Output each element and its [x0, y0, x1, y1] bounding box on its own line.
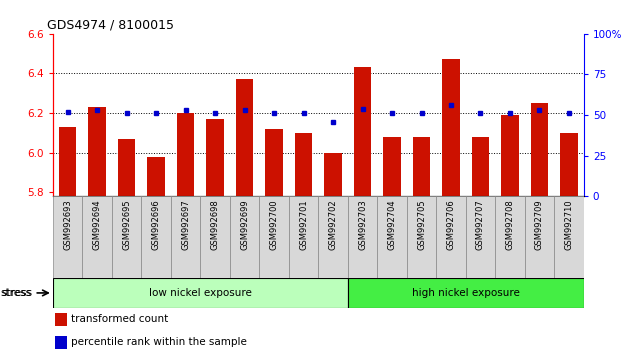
Bar — [348, 278, 584, 308]
Bar — [58, 127, 76, 196]
Text: GSM992706: GSM992706 — [446, 199, 455, 250]
Text: GSM992707: GSM992707 — [476, 199, 485, 250]
Bar — [530, 103, 548, 196]
Text: GSM992696: GSM992696 — [152, 199, 160, 250]
Bar — [525, 196, 555, 278]
Bar — [560, 133, 578, 196]
Bar — [319, 196, 348, 278]
Text: GSM992698: GSM992698 — [211, 199, 219, 250]
Text: GSM992700: GSM992700 — [270, 199, 278, 250]
Bar — [348, 196, 378, 278]
Bar — [295, 133, 312, 196]
Bar — [407, 196, 437, 278]
Text: GSM992694: GSM992694 — [93, 199, 101, 250]
Text: low nickel exposure: low nickel exposure — [149, 288, 252, 298]
Bar — [200, 196, 230, 278]
Bar — [117, 139, 135, 196]
Text: percentile rank within the sample: percentile rank within the sample — [71, 337, 247, 348]
Bar — [378, 196, 407, 278]
Bar — [260, 196, 289, 278]
Bar — [171, 196, 200, 278]
Bar — [472, 137, 489, 196]
Bar — [501, 115, 519, 196]
Bar — [142, 196, 171, 278]
Bar — [324, 153, 342, 196]
Text: GSM992699: GSM992699 — [240, 199, 249, 250]
Bar — [555, 196, 584, 278]
Bar — [147, 157, 165, 196]
Text: GSM992697: GSM992697 — [181, 199, 190, 250]
Text: GSM992702: GSM992702 — [329, 199, 337, 250]
Bar — [88, 107, 106, 196]
Bar — [82, 196, 112, 278]
Bar — [53, 196, 82, 278]
Text: GDS4974 / 8100015: GDS4974 / 8100015 — [47, 19, 174, 32]
Bar — [466, 196, 496, 278]
Text: transformed count: transformed count — [71, 314, 169, 325]
Bar — [112, 196, 142, 278]
Bar — [236, 79, 253, 196]
Text: high nickel exposure: high nickel exposure — [412, 288, 520, 298]
Bar — [289, 196, 318, 278]
Text: GSM992708: GSM992708 — [505, 199, 514, 250]
Bar — [442, 59, 460, 196]
Bar — [55, 313, 67, 326]
Bar — [354, 67, 371, 196]
Text: GSM992695: GSM992695 — [122, 199, 131, 250]
Bar — [383, 137, 401, 196]
Text: GSM992701: GSM992701 — [299, 199, 308, 250]
Text: GSM992709: GSM992709 — [535, 199, 544, 250]
Bar — [496, 196, 525, 278]
Bar — [436, 196, 466, 278]
Bar — [53, 278, 348, 308]
Bar — [230, 196, 260, 278]
Text: GSM992710: GSM992710 — [564, 199, 573, 250]
Bar — [412, 137, 430, 196]
Text: GSM992693: GSM992693 — [63, 199, 72, 250]
Text: GSM992704: GSM992704 — [388, 199, 396, 250]
Bar — [55, 336, 67, 349]
Text: stress: stress — [0, 288, 31, 298]
Bar — [265, 129, 283, 196]
Text: GSM992705: GSM992705 — [417, 199, 426, 250]
Bar — [206, 119, 224, 196]
Text: GSM992703: GSM992703 — [358, 199, 367, 250]
Bar — [177, 113, 194, 196]
Text: stress: stress — [1, 288, 32, 298]
